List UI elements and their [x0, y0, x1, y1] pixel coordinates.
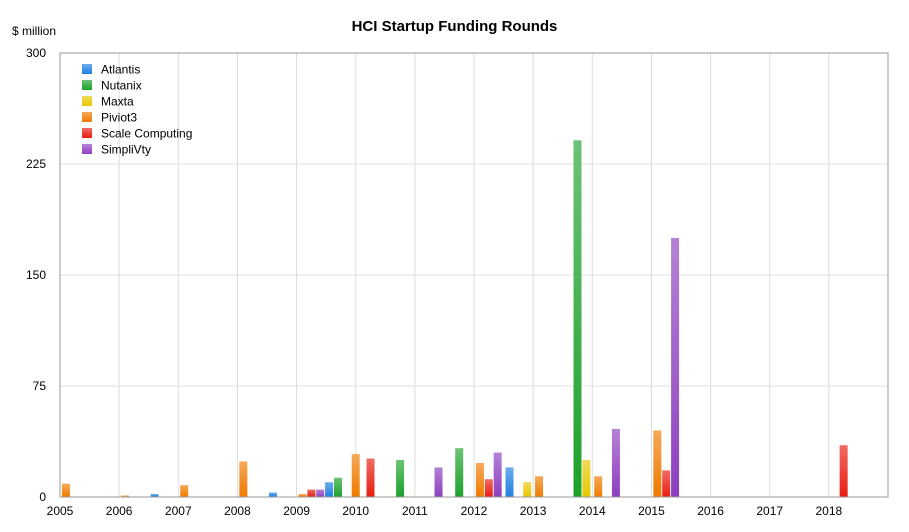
- bar: [594, 476, 603, 497]
- legend: Atlantis Nutanix Maxta Piviot3 Scale Computi…: [82, 63, 192, 157]
- plot-border: [59, 52, 889, 498]
- legend-label: Atlantis: [101, 63, 140, 77]
- bar: [351, 454, 360, 497]
- x-tick-label: 2014: [579, 504, 606, 518]
- y-tick-label: 300: [26, 46, 46, 60]
- legend-swatch: [82, 80, 92, 90]
- bar: [573, 140, 582, 497]
- bar: [505, 467, 514, 497]
- bar: [307, 489, 316, 497]
- grid-layer: [59, 52, 889, 498]
- bar: [396, 460, 405, 497]
- bar: [298, 494, 307, 497]
- bar: [611, 428, 620, 497]
- legend-swatch: [82, 144, 92, 154]
- y-tick-label: 225: [26, 157, 46, 171]
- legend-label: Maxta: [101, 95, 134, 109]
- legend-label: Piviot3: [101, 111, 137, 125]
- chart-title: HCI Startup Funding Rounds: [351, 18, 558, 35]
- y-tick-label: 75: [33, 379, 47, 393]
- legend-swatch: [82, 112, 92, 122]
- x-tick-label: 2012: [461, 504, 488, 518]
- bar: [523, 482, 532, 497]
- legend-label: SimpliVty: [101, 143, 151, 157]
- legend-label: Nutanix: [101, 79, 142, 93]
- bar: [475, 462, 484, 497]
- ticks-layer: 2005 2006 2007 2008 2009 2010 2011 2012 2013 2014…: [26, 46, 843, 518]
- bar: [239, 461, 248, 497]
- bar: [484, 479, 493, 497]
- bar: [333, 477, 342, 497]
- bar: [582, 460, 591, 497]
- bar: [316, 489, 325, 497]
- bar: [61, 483, 70, 497]
- bar: [493, 452, 502, 497]
- bar: [839, 445, 848, 497]
- legend-swatch: [82, 64, 92, 74]
- x-tick-label: 2015: [638, 504, 665, 518]
- bar: [455, 448, 464, 497]
- x-tick-label: 2005: [47, 504, 74, 518]
- y-tick-label: 0: [39, 490, 46, 504]
- x-tick-label: 2011: [402, 504, 428, 518]
- bar: [121, 495, 130, 497]
- y-axis-label: $ million: [12, 24, 57, 38]
- x-tick-label: 2009: [283, 504, 310, 518]
- bar: [150, 494, 159, 497]
- x-tick-label: 2018: [816, 504, 843, 518]
- legend-swatch: [82, 128, 92, 138]
- bar: [268, 492, 277, 497]
- x-tick-label: 2008: [224, 504, 251, 518]
- x-tick-label: 2010: [342, 504, 369, 518]
- bar: [325, 482, 334, 497]
- x-tick-label: 2016: [697, 504, 724, 518]
- x-tick-label: 2006: [106, 504, 133, 518]
- legend-swatch: [82, 96, 92, 106]
- x-tick-label: 2013: [520, 504, 547, 518]
- x-tick-label: 2017: [756, 504, 783, 518]
- bar: [535, 476, 544, 497]
- x-tick-label: 2007: [165, 504, 192, 518]
- legend-label: Scale Computing: [101, 127, 192, 141]
- bar: [366, 458, 375, 497]
- bar: [434, 467, 443, 497]
- y-tick-label: 150: [26, 268, 46, 282]
- bar: [653, 430, 662, 497]
- bar: [671, 238, 680, 497]
- bar: [662, 470, 671, 497]
- bar: [180, 485, 189, 497]
- bars-layer: [61, 140, 848, 497]
